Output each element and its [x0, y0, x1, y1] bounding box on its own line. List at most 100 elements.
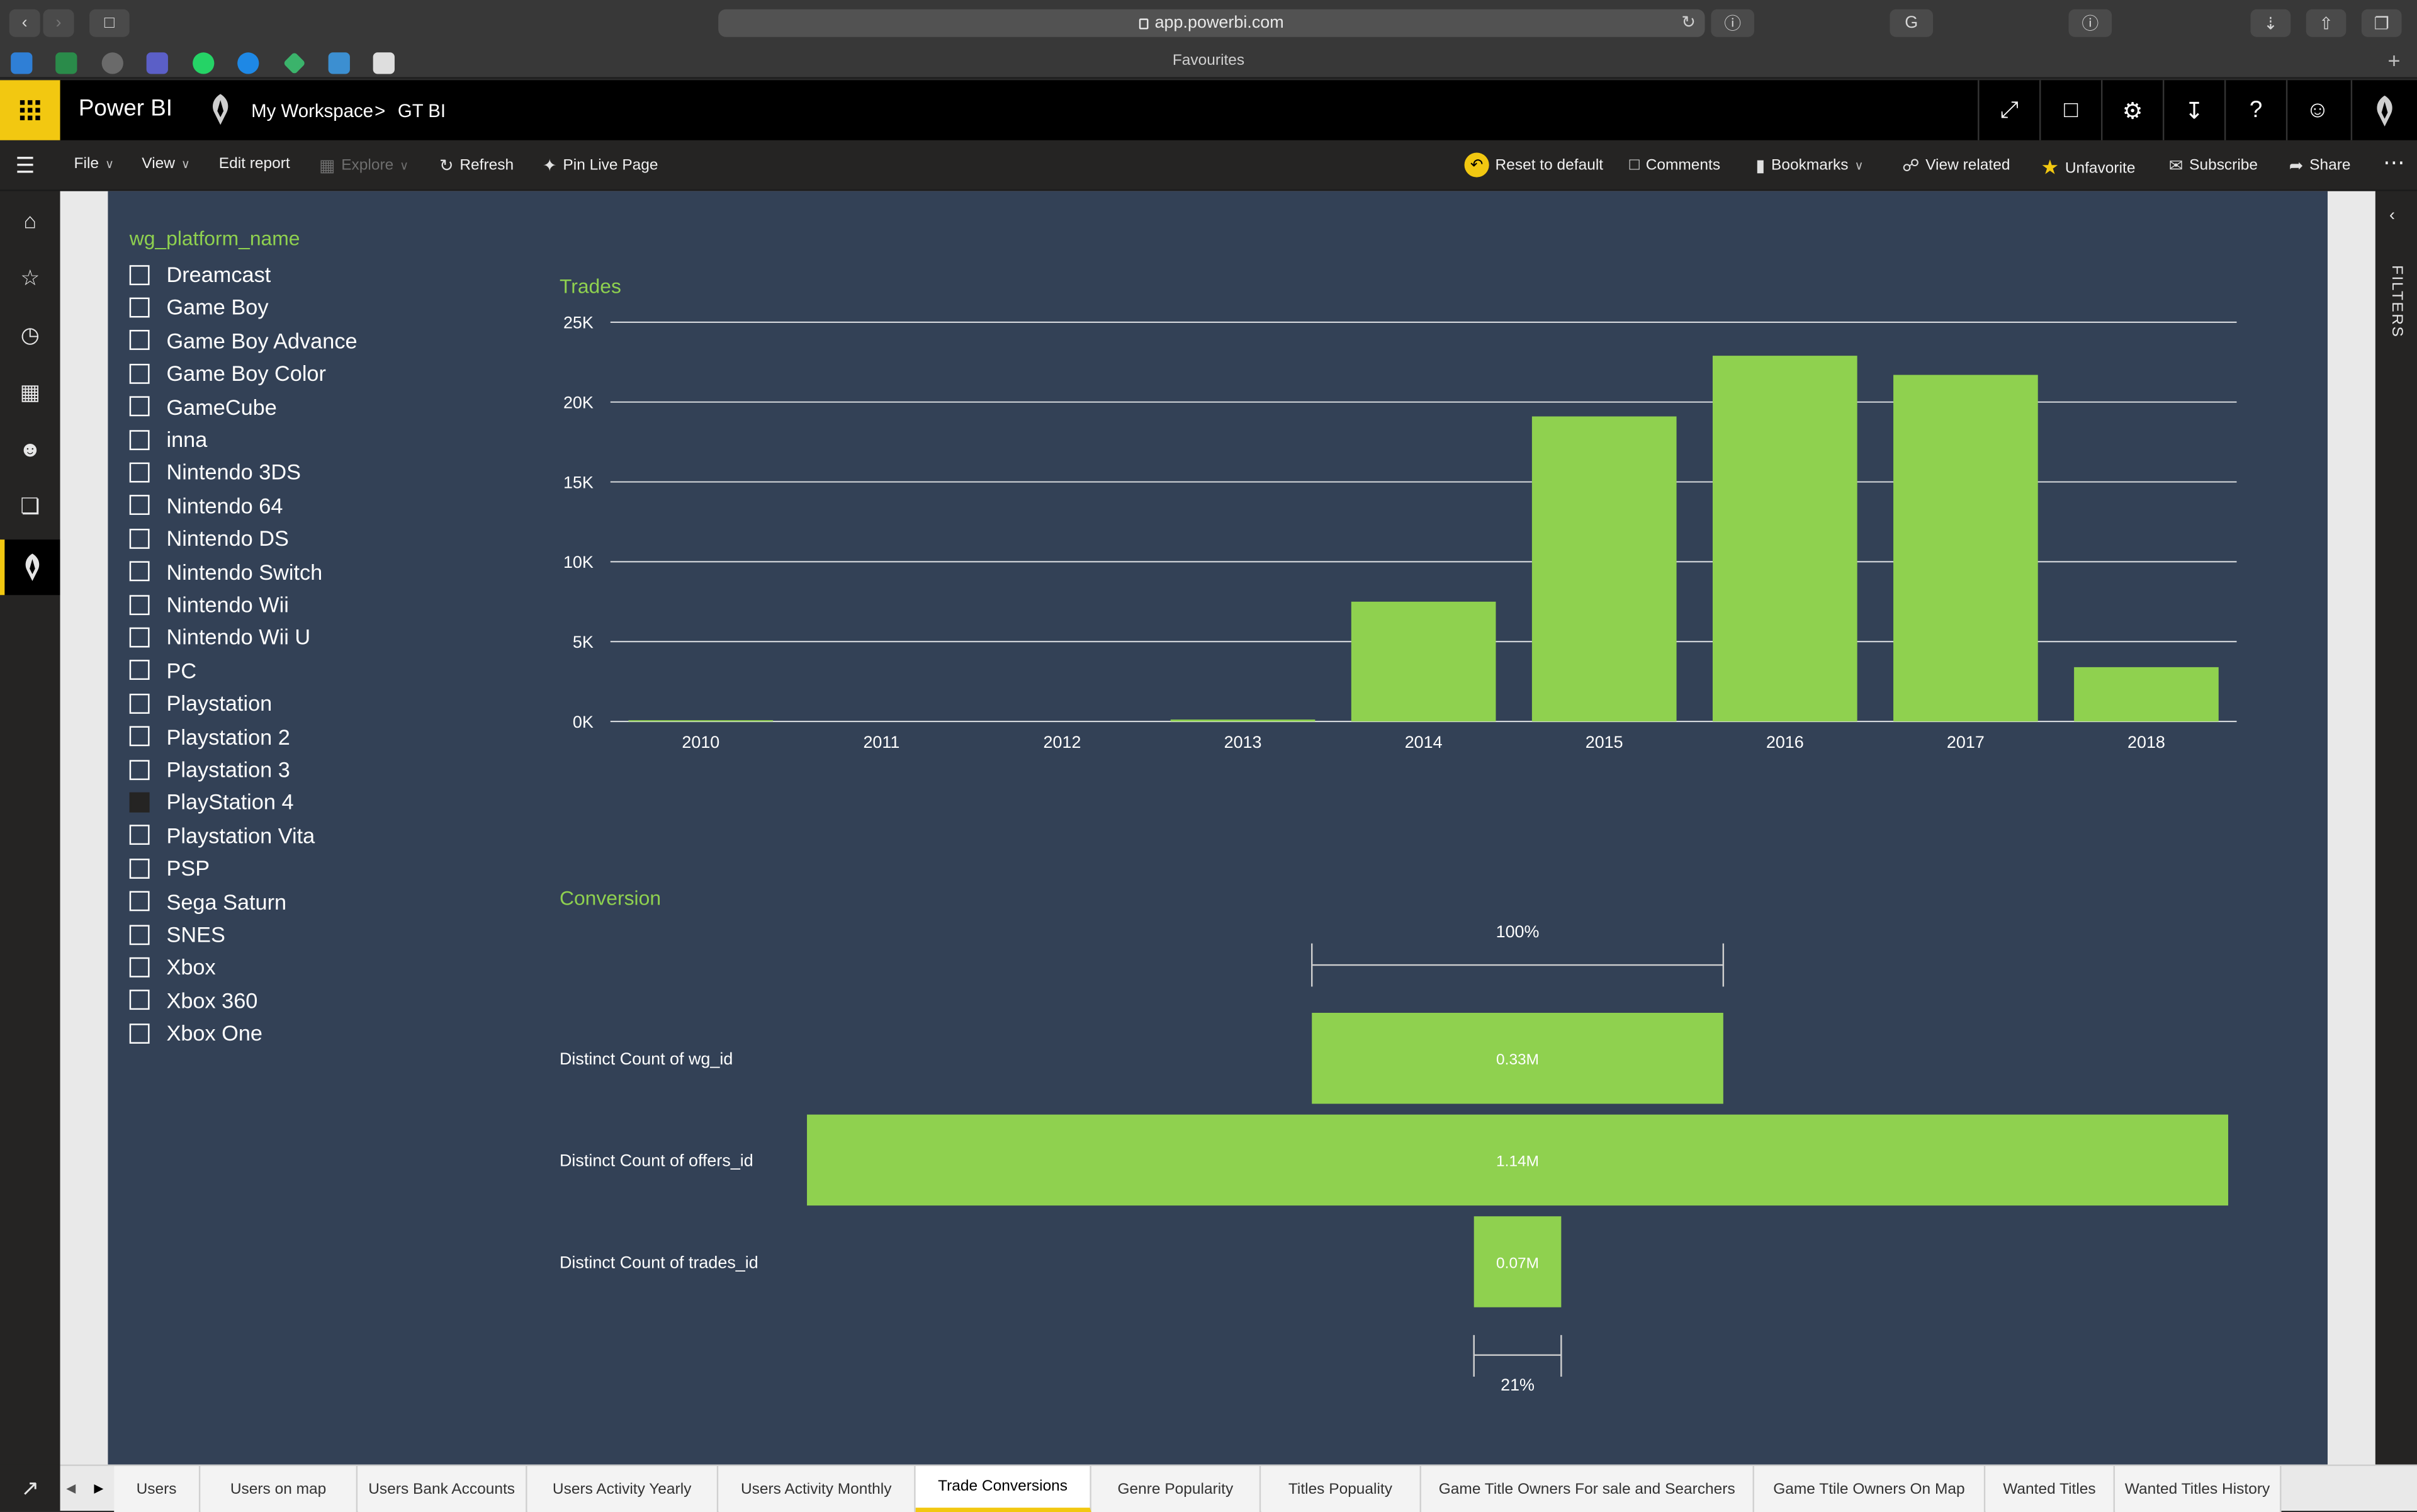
slicer-item[interactable]: Nintendo DS — [129, 523, 289, 554]
breadcrumb-workspace[interactable]: My Workspace — [251, 100, 374, 122]
share-button[interactable]: ➦ Share — [2289, 155, 2351, 176]
home-icon[interactable]: ⌂ — [23, 208, 37, 233]
slicer-item[interactable]: Game Boy Advance — [129, 325, 358, 356]
slicer-checkbox[interactable] — [129, 825, 150, 845]
slicer-item[interactable]: Xbox One — [129, 1018, 262, 1049]
fav-shield-icon[interactable] — [328, 52, 350, 74]
slicer-checkbox[interactable] — [129, 495, 150, 516]
page-tab[interactable]: Users — [114, 1465, 201, 1512]
page-tab[interactable]: Users on map — [200, 1465, 358, 1512]
expand-navigation-icon[interactable]: ↗ — [0, 1464, 60, 1511]
filters-label[interactable]: FILTERS — [2387, 265, 2405, 339]
slicer-item[interactable]: Playstation 2 — [129, 721, 290, 752]
slicer-item[interactable]: PSP — [129, 853, 210, 884]
fullscreen-icon[interactable]: ⤢ — [1978, 80, 2039, 140]
slicer-item[interactable]: inna — [129, 424, 207, 454]
extension-icon[interactable]: ⓘ — [2068, 9, 2112, 37]
page-tab[interactable]: Wanted Titles History — [2115, 1465, 2282, 1512]
edit-report-button[interactable]: Edit report — [219, 155, 290, 172]
sidebar-toggle-button[interactable]: □ — [89, 9, 130, 37]
slicer-item[interactable]: PC — [129, 655, 196, 685]
grammarly-extension-icon[interactable]: G — [1890, 9, 1934, 37]
slicer-checkbox[interactable] — [129, 396, 150, 417]
slicer-checkbox[interactable] — [129, 264, 150, 285]
slicer-item[interactable]: Playstation — [129, 688, 272, 719]
tab-scroll-right-icon[interactable]: ▶ — [94, 1481, 104, 1496]
slicer-item[interactable]: Playstation Vita — [129, 820, 315, 850]
slicer-checkbox[interactable] — [129, 528, 150, 549]
help-icon[interactable]: ? — [2224, 80, 2286, 140]
pin-live-page-button[interactable]: ✦ Pin Live Page — [543, 155, 658, 176]
reader-button[interactable]: ⓘ — [1711, 9, 1754, 37]
slicer-checkbox[interactable] — [129, 594, 150, 614]
slicer-checkbox[interactable] — [129, 429, 150, 449]
shared-with-me-icon[interactable]: ☻ — [18, 436, 42, 461]
view-menu[interactable]: View ∨ — [142, 155, 190, 172]
address-bar[interactable]: app.powerbi.com ↻ — [718, 9, 1705, 37]
fav-chart-icon[interactable] — [373, 52, 395, 74]
settings-gear-icon[interactable]: ⚙ — [2100, 80, 2163, 140]
slicer-checkbox[interactable] — [129, 363, 150, 384]
slicer-item[interactable]: Sega Saturn — [129, 886, 286, 917]
page-tab[interactable]: Titles Popuality — [1261, 1465, 1421, 1512]
brand-title[interactable]: Power BI — [78, 95, 172, 122]
explore-menu[interactable]: ▦ Explore ∨ — [319, 155, 408, 176]
app-launcher-icon[interactable] — [0, 80, 60, 140]
unfavorite-button[interactable]: ★ Unfavorite — [2041, 155, 2135, 180]
recent-clock-icon[interactable]: ◷ — [20, 321, 40, 346]
share-page-button[interactable]: ⇧ — [2306, 9, 2347, 37]
page-tab[interactable]: Game Ttile Owners On Map — [1754, 1465, 1986, 1512]
slicer-checkbox[interactable] — [129, 462, 150, 483]
slicer-checkbox[interactable] — [129, 792, 150, 813]
fav-plus-icon[interactable]: + — [2387, 47, 2401, 73]
current-workspace-icon[interactable] — [0, 539, 60, 595]
slicer-item[interactable]: Game Boy Color — [129, 358, 326, 389]
slicer-checkbox[interactable] — [129, 957, 150, 978]
slicer-item[interactable]: Nintendo 3DS — [129, 457, 301, 488]
page-tab[interactable]: Trade Conversions — [915, 1465, 1091, 1512]
slicer-item[interactable]: Xbox 360 — [129, 984, 257, 1015]
comments-button[interactable]: □ Comments — [1630, 155, 1721, 174]
fav-azure-icon[interactable] — [11, 52, 33, 74]
more-options-icon[interactable]: ⋯ — [2383, 149, 2405, 174]
filters-pane-collapsed[interactable]: ‹ FILTERS — [2375, 191, 2417, 1511]
slicer-item[interactable]: Xbox — [129, 952, 216, 983]
back-button[interactable]: ‹ — [9, 9, 40, 37]
page-tab[interactable]: Users Activity Yearly — [527, 1465, 719, 1512]
slicer-item[interactable]: Nintendo Wii — [129, 589, 289, 620]
slicer-checkbox[interactable] — [129, 924, 150, 945]
user-avatar[interactable] — [2350, 80, 2417, 140]
slicer-checkbox[interactable] — [129, 330, 150, 351]
slicer-item[interactable]: GameCube — [129, 391, 277, 422]
fav-teams-icon[interactable] — [146, 52, 168, 74]
slicer-checkbox[interactable] — [129, 660, 150, 680]
tabs-overview-button[interactable]: ❐ — [2361, 9, 2402, 37]
apps-icon[interactable]: ▦ — [20, 378, 40, 403]
subscribe-button[interactable]: ✉ Subscribe — [2169, 155, 2258, 176]
view-related-button[interactable]: ☍ View related — [1902, 155, 2010, 176]
favorites-star-icon[interactable]: ☆ — [20, 264, 40, 290]
forward-button[interactable]: › — [43, 9, 74, 37]
slicer-checkbox[interactable] — [129, 627, 150, 648]
slicer-item[interactable]: Dreamcast — [129, 259, 271, 290]
page-tab[interactable]: Users Activity Monthly — [718, 1465, 916, 1512]
page-tab[interactable]: Wanted Titles — [1985, 1465, 2116, 1512]
notifications-icon[interactable]: □ — [2039, 80, 2101, 140]
slicer-checkbox[interactable] — [129, 693, 150, 714]
slicer-checkbox[interactable] — [129, 891, 150, 911]
slicer-checkbox[interactable] — [129, 759, 150, 779]
download-icon[interactable]: ↧ — [2162, 80, 2224, 140]
slicer-item[interactable]: Playstation 3 — [129, 754, 290, 785]
page-tab[interactable]: Game Title Owners For sale and Searchers — [1421, 1465, 1754, 1512]
slicer-checkbox[interactable] — [129, 990, 150, 1010]
slicer-checkbox[interactable] — [129, 726, 150, 747]
slicer-item[interactable]: Nintendo Switch — [129, 556, 322, 587]
reset-to-default-button[interactable]: ↶ Reset to default — [1464, 152, 1603, 178]
bookmarks-menu[interactable]: ▮ Bookmarks ∨ — [1755, 155, 1863, 176]
fav-messenger-icon[interactable] — [237, 52, 259, 74]
slicer-item[interactable]: Game Boy — [129, 292, 268, 323]
file-menu[interactable]: File ∨ — [74, 155, 115, 172]
breadcrumb-report[interactable]: GT BI — [397, 100, 446, 122]
slicer-item[interactable]: SNES — [129, 919, 225, 950]
feedback-smiley-icon[interactable]: ☺ — [2285, 80, 2348, 140]
